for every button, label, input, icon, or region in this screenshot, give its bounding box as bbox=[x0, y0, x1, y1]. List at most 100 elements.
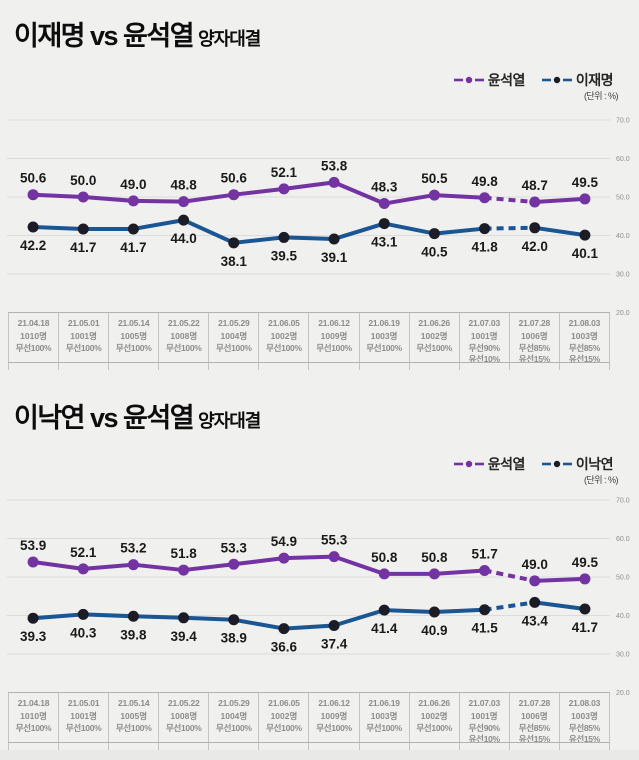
table-cell-21.08.03: 21.08.03 1003명 무선85% 유선15% bbox=[558, 693, 610, 750]
survey-date: 21.08.03 bbox=[568, 698, 601, 708]
chart-title-main: 이재명 vs 윤석열 bbox=[14, 21, 195, 51]
survey-method: 무선100% bbox=[115, 723, 152, 733]
survey-method: 무선100% bbox=[165, 343, 202, 353]
series-0-segment bbox=[281, 554, 337, 561]
data-point-이낙연 bbox=[127, 610, 139, 622]
data-point-윤석열 bbox=[428, 568, 440, 580]
chart-title-sub: 양자대결 bbox=[198, 29, 261, 49]
value-label: 41.7 bbox=[120, 240, 146, 255]
data-point-윤석열 bbox=[428, 189, 440, 201]
sample-size: 1009명 bbox=[320, 331, 348, 341]
sample-size: 1004명 bbox=[220, 711, 248, 721]
series-1-segment bbox=[131, 218, 186, 231]
series-1-segment bbox=[281, 235, 337, 241]
data-point-윤석열 bbox=[27, 189, 39, 201]
value-label: 43.1 bbox=[371, 235, 398, 250]
data-point-윤석열 bbox=[228, 558, 240, 570]
value-label: 50.5 bbox=[421, 171, 448, 186]
data-point-이재명 bbox=[428, 228, 440, 240]
value-label: 52.1 bbox=[271, 165, 298, 180]
value-label: 39.5 bbox=[271, 248, 298, 263]
legend: 윤석열 이낙연 bbox=[453, 454, 614, 474]
value-label: 40.5 bbox=[421, 245, 448, 260]
legend-label: 윤석열 bbox=[487, 456, 526, 472]
data-point-윤석열 bbox=[77, 191, 89, 203]
chart-title-sub: 양자대결 bbox=[198, 411, 261, 431]
series-1-segment bbox=[231, 617, 286, 631]
sample-size: 1005명 bbox=[120, 331, 148, 341]
data-point-이낙연 bbox=[579, 603, 591, 615]
survey-method: 유선15% bbox=[518, 353, 550, 364]
y-tick-label: 50.0 bbox=[616, 195, 630, 202]
data-point-이낙연 bbox=[278, 623, 290, 635]
table-cell-21.07.03: 21.07.03 1001명 무선90% 유선10% bbox=[458, 693, 509, 750]
table-cell-21.06.12: 21.06.12 1009명 무선100% bbox=[308, 693, 358, 750]
survey-method: 유선10% bbox=[468, 353, 500, 364]
series-0-segment bbox=[231, 186, 286, 197]
series-1-segment bbox=[332, 608, 387, 628]
survey-date: 21.05.22 bbox=[168, 318, 200, 328]
table-cell-21.05.01: 21.05.01 1001명 무선100% bbox=[58, 693, 108, 750]
data-point-이낙연 bbox=[529, 596, 541, 608]
survey-method: 유선15% bbox=[568, 733, 600, 744]
value-label: 37.4 bbox=[321, 637, 348, 652]
series-1-segment bbox=[484, 225, 535, 231]
chart-title-main: 이낙연 vs 윤석열 bbox=[14, 403, 195, 433]
series-0-segment bbox=[131, 562, 186, 573]
value-label: 53.8 bbox=[321, 158, 348, 173]
sample-size: 1002명 bbox=[420, 331, 448, 341]
survey-method: 무선100% bbox=[115, 343, 152, 353]
table-cell-21.08.03: 21.08.03 1003명 무선85% 유선15% bbox=[558, 313, 610, 370]
series-1-segment bbox=[31, 225, 86, 231]
value-label: 38.1 bbox=[221, 254, 248, 269]
survey-method: 무선85% bbox=[518, 343, 550, 353]
survey-method: 유선10% bbox=[468, 733, 500, 744]
table-cell-21.06.12: 21.06.12 1009명 무선100% bbox=[308, 313, 358, 370]
survey-method: 무선85% bbox=[568, 343, 600, 353]
survey-method: 무선100% bbox=[216, 723, 252, 733]
value-label: 42.0 bbox=[522, 239, 548, 254]
table-cell-21.05.29: 21.05.29 1004명 무선100% bbox=[208, 693, 258, 750]
survey-method: 무선90% bbox=[468, 343, 500, 353]
data-point-윤석열 bbox=[579, 573, 591, 585]
survey-method: 무선100% bbox=[316, 343, 352, 353]
data-point-이재명 bbox=[378, 218, 390, 230]
value-label: 36.6 bbox=[271, 640, 298, 655]
series-1-segment bbox=[484, 600, 536, 612]
series-0-segment bbox=[484, 568, 536, 583]
unit-label: (단위 : %) bbox=[583, 475, 619, 485]
legend-label: 이낙연 bbox=[575, 456, 614, 472]
table-bottom-border bbox=[8, 742, 610, 743]
value-label: 48.3 bbox=[371, 180, 398, 195]
sample-size: 1001명 bbox=[70, 711, 97, 721]
series-0-segment bbox=[181, 562, 236, 573]
data-point-윤석열 bbox=[278, 552, 290, 564]
series-1-segment bbox=[432, 226, 487, 236]
legend-item-1: 이재명 bbox=[541, 70, 614, 90]
survey-date: 21.07.28 bbox=[518, 698, 551, 708]
legend-marker-icon bbox=[453, 76, 484, 84]
footer-strip bbox=[0, 750, 639, 760]
value-label: 53.2 bbox=[120, 541, 146, 556]
survey-date: 21.05.14 bbox=[117, 698, 150, 708]
series-0-segment bbox=[332, 554, 387, 576]
survey-date: 21.06.26 bbox=[418, 318, 450, 328]
value-label: 51.7 bbox=[471, 546, 497, 561]
table-cell-21.07.28: 21.07.28 1006명 무선85% 유선15% bbox=[508, 693, 559, 750]
survey-date: 21.06.05 bbox=[268, 698, 300, 708]
survey-method: 유선15% bbox=[568, 353, 600, 364]
value-label: 40.9 bbox=[421, 623, 447, 638]
survey-method: 무선100% bbox=[216, 343, 252, 353]
survey-date: 21.08.03 bbox=[568, 318, 601, 328]
data-point-윤석열 bbox=[529, 575, 541, 587]
data-point-윤석열 bbox=[378, 568, 390, 580]
sample-size: 1003명 bbox=[370, 331, 398, 341]
value-label: 40.3 bbox=[70, 625, 97, 640]
series-0-segment bbox=[31, 559, 86, 571]
y-tick-label: 70.0 bbox=[616, 118, 630, 125]
value-label: 50.0 bbox=[70, 173, 96, 188]
data-point-이재명 bbox=[529, 222, 541, 234]
sample-size: 1005명 bbox=[120, 711, 148, 721]
table-cell-21.05.22: 21.05.22 1008명 무선100% bbox=[158, 693, 208, 750]
series-0-segment bbox=[484, 195, 535, 204]
